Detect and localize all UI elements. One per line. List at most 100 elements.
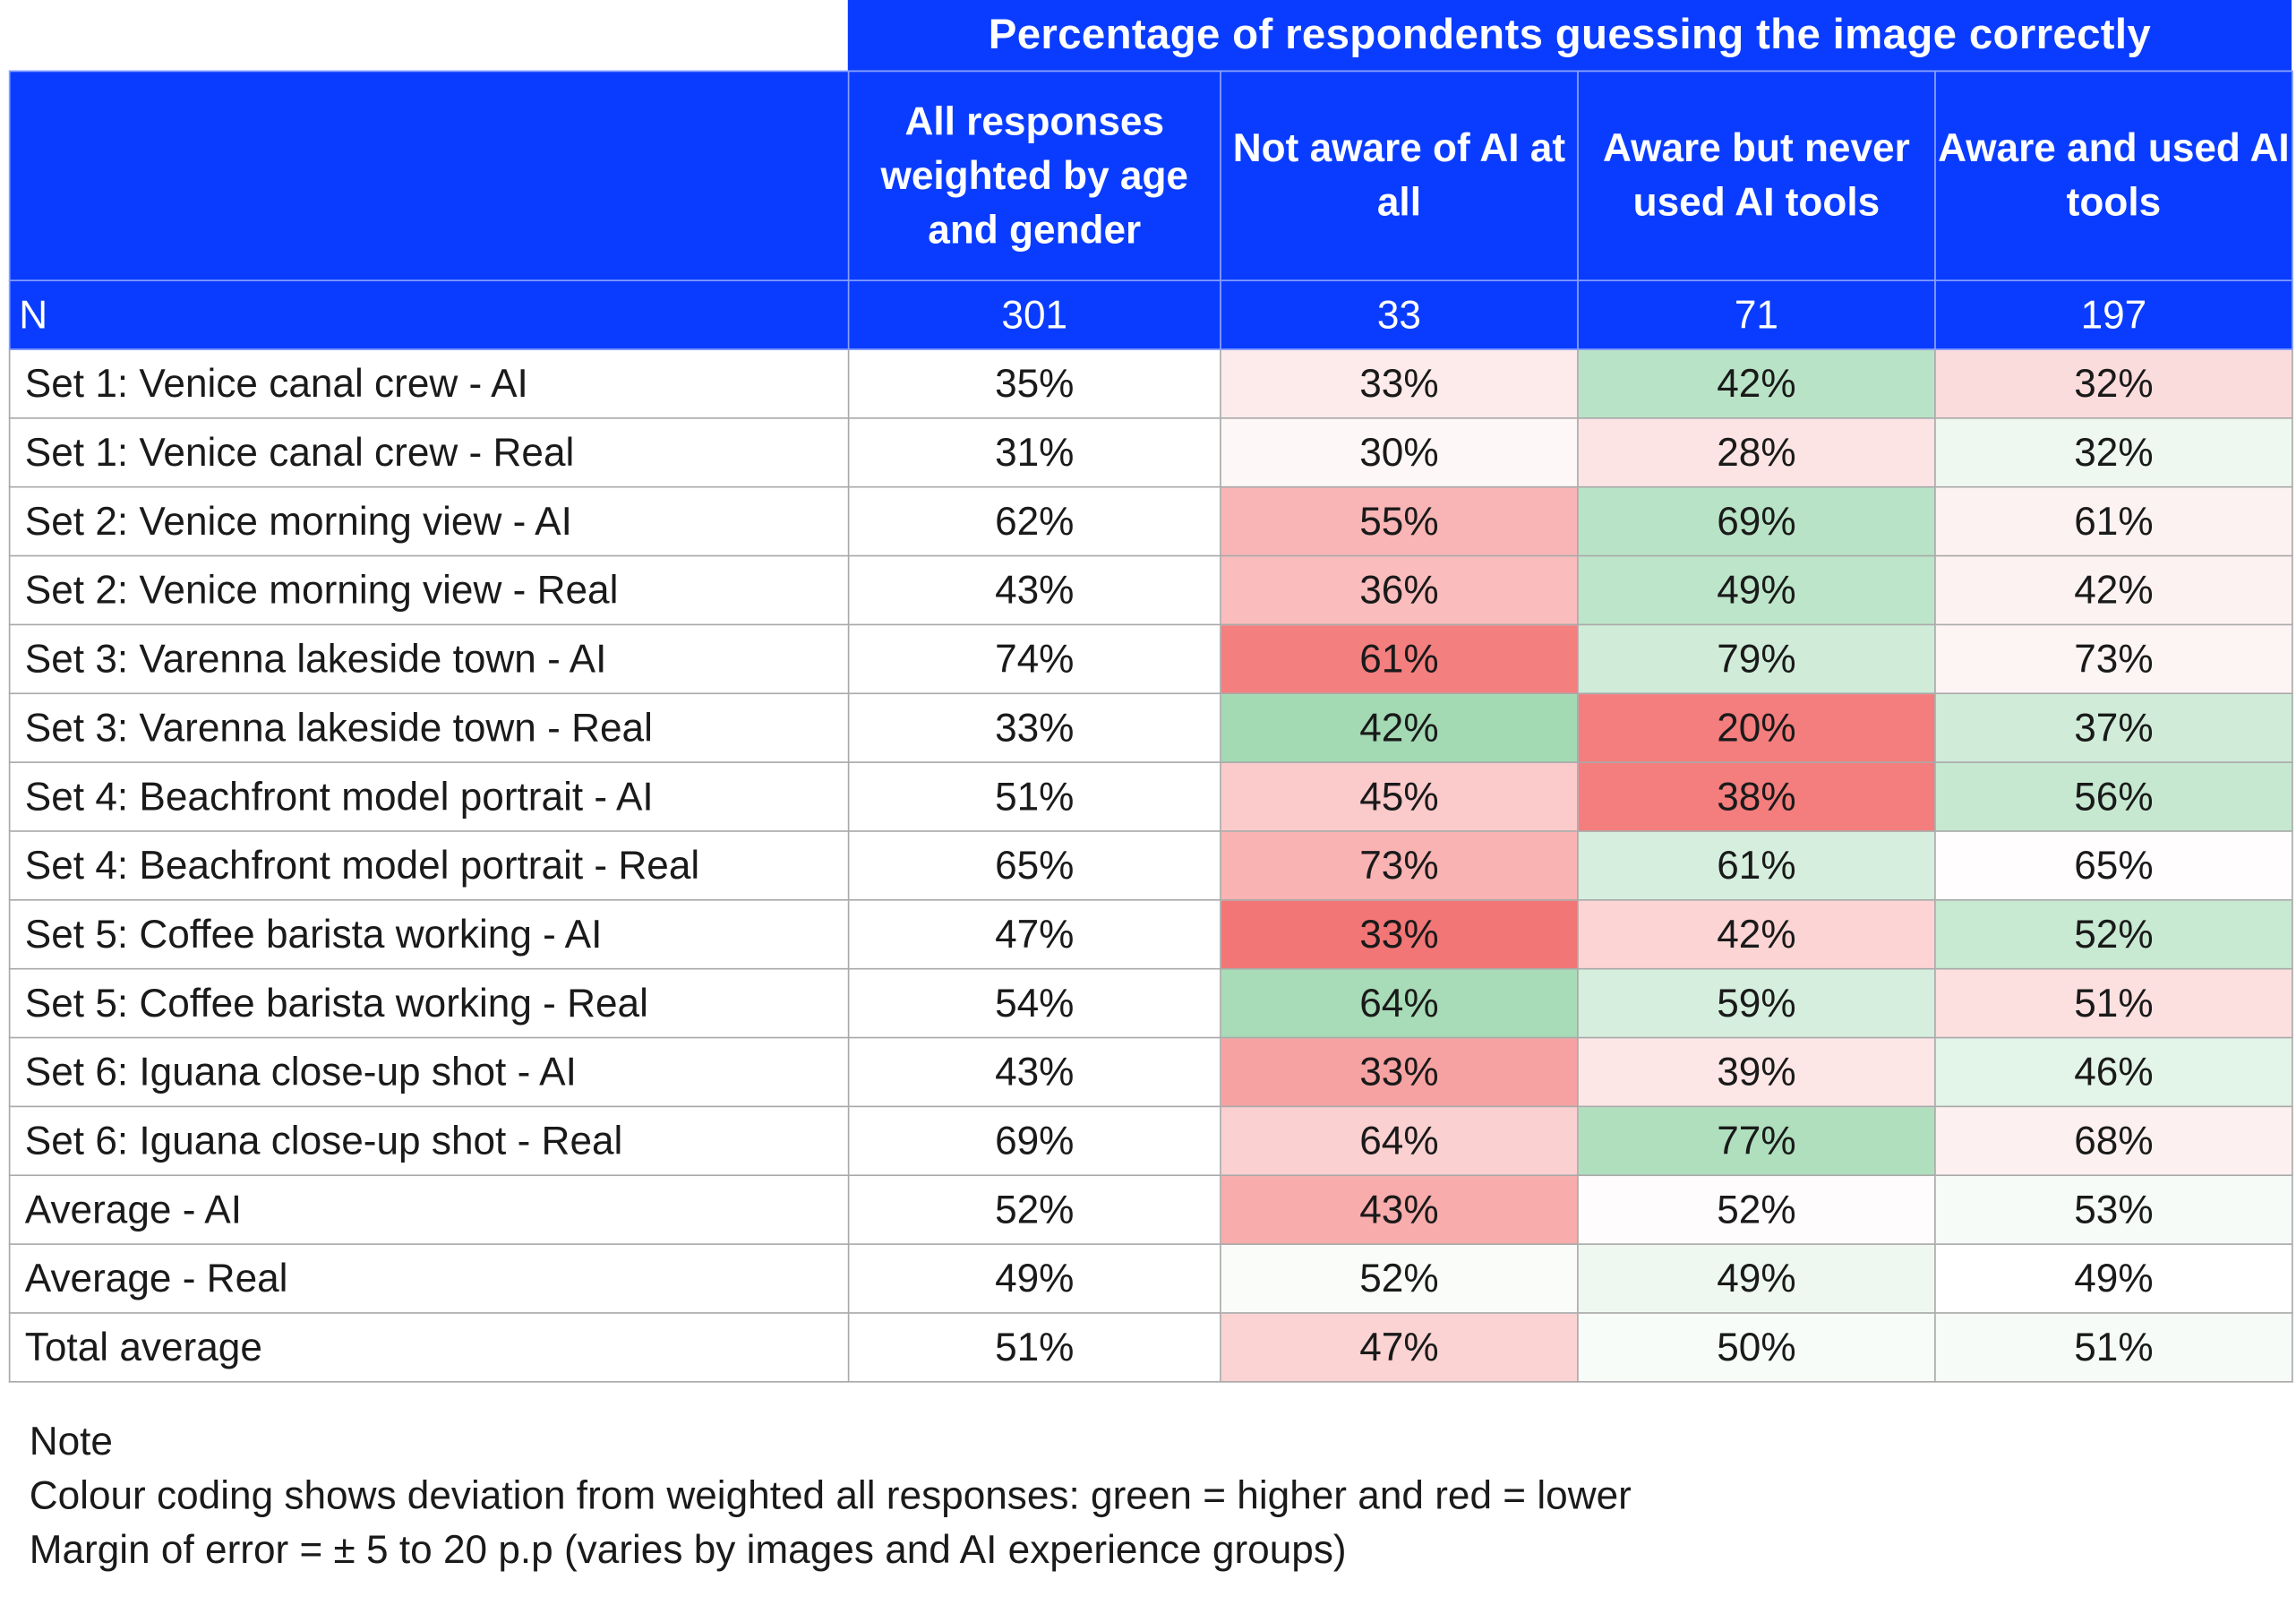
n-value: 71 — [1577, 279, 1936, 350]
value-cell: 52% — [1220, 1243, 1579, 1314]
value-cell: 31% — [847, 417, 1221, 488]
row-label: Set 6: Iguana close-up shot - AI — [8, 1036, 850, 1108]
value-cell: 47% — [847, 899, 1221, 970]
table-title: Percentage of respondents guessing the i… — [847, 0, 2292, 71]
value-cell: 49% — [1577, 554, 1936, 626]
note-margin-of-error: Margin of error = ± 5 to 20 p.p (varies … — [29, 1527, 1347, 1572]
row-label: Set 4: Beachfront model portrait - AI — [8, 761, 850, 832]
table-row: Set 1: Venice canal crew - AI 35% 33% 42% 32… — [8, 348, 2293, 419]
column-header: Not aware of AI at all — [1220, 70, 1579, 281]
value-cell: 38% — [1577, 761, 1936, 832]
value-cell: 52% — [1577, 1174, 1936, 1245]
value-cell: 42% — [1220, 692, 1579, 763]
note-heading: Note — [29, 1419, 113, 1463]
table-row: Set 1: Venice canal crew - Real 31% 30% 28%… — [8, 417, 2293, 488]
table-row: Set 5: Coffee barista working - Real 54% 6… — [8, 967, 2293, 1039]
value-cell: 69% — [1577, 485, 1936, 557]
value-cell: 49% — [1577, 1243, 1936, 1314]
value-cell: 32% — [1934, 348, 2293, 419]
value-cell: 51% — [1934, 967, 2293, 1039]
row-label: Average - AI — [8, 1174, 850, 1245]
value-cell: 64% — [1220, 1105, 1579, 1177]
value-cell: 51% — [847, 1312, 1221, 1383]
results-table: All responses weighted by age and gender… — [8, 70, 2293, 1383]
row-label: Set 3: Varenna lakeside town - Real — [8, 692, 850, 763]
value-cell: 49% — [847, 1243, 1221, 1314]
value-cell: 37% — [1934, 692, 2293, 763]
value-cell: 43% — [847, 554, 1221, 626]
value-cell: 62% — [847, 485, 1221, 557]
value-cell: 51% — [1934, 1312, 2293, 1383]
value-cell: 47% — [1220, 1312, 1579, 1383]
value-cell: 33% — [1220, 348, 1579, 419]
value-cell: 49% — [1934, 1243, 2293, 1314]
value-cell: 42% — [1577, 348, 1936, 419]
table-row: Average - Real 49% 52% 49% 49% — [8, 1243, 2293, 1314]
value-cell: 59% — [1577, 967, 1936, 1039]
table-row: Set 6: Iguana close-up shot - Real 69% 64%… — [8, 1105, 2293, 1177]
notes: Note Colour coding shows deviation from … — [30, 1415, 1632, 1578]
value-cell: 30% — [1220, 417, 1579, 488]
value-cell: 28% — [1577, 417, 1936, 488]
row-label: Set 1: Venice canal crew - AI — [8, 348, 850, 419]
value-cell: 45% — [1220, 761, 1579, 832]
value-cell: 73% — [1934, 623, 2293, 695]
row-label: Total average — [8, 1312, 850, 1383]
value-cell: 54% — [847, 967, 1221, 1039]
value-cell: 65% — [1934, 830, 2293, 901]
value-cell: 52% — [1934, 899, 2293, 970]
table-row: Set 4: Beachfront model portrait - Real 6… — [8, 830, 2293, 901]
table-row: Average - AI 52% 43% 52% 53% — [8, 1174, 2293, 1245]
value-cell: 74% — [847, 623, 1221, 695]
row-label: Average - Real — [8, 1243, 850, 1314]
table-row: Total average 51% 47% 50% 51% — [8, 1312, 2293, 1383]
value-cell: 61% — [1934, 485, 2293, 557]
row-label: Set 5: Coffee barista working - Real — [8, 967, 850, 1039]
n-value: 301 — [847, 279, 1221, 350]
value-cell: 69% — [847, 1105, 1221, 1177]
column-header: Aware and used AI tools — [1934, 70, 2293, 281]
value-cell: 64% — [1220, 967, 1579, 1039]
row-label: Set 3: Varenna lakeside town - AI — [8, 623, 850, 695]
row-label: Set 1: Venice canal crew - Real — [8, 417, 850, 488]
value-cell: 55% — [1220, 485, 1579, 557]
n-label: N — [8, 279, 850, 350]
value-cell: 53% — [1934, 1174, 2293, 1245]
value-cell: 52% — [847, 1174, 1221, 1245]
column-header: Aware but never used AI tools — [1577, 70, 1936, 281]
row-label: Set 2: Venice morning view - AI — [8, 485, 850, 557]
column-header: All responses weighted by age and gender — [847, 70, 1221, 281]
value-cell: 77% — [1577, 1105, 1936, 1177]
table-row: Set 2: Venice morning view - AI 62% 55% 69%… — [8, 485, 2293, 557]
value-cell: 36% — [1220, 554, 1579, 626]
value-cell: 33% — [1220, 1036, 1579, 1108]
row-label: Set 4: Beachfront model portrait - Real — [8, 830, 850, 901]
header-blank-cell — [8, 70, 850, 281]
value-cell: 20% — [1577, 692, 1936, 763]
value-cell: 42% — [1577, 899, 1936, 970]
value-cell: 39% — [1577, 1036, 1936, 1108]
note-colour-coding: Colour coding shows deviation from weigh… — [29, 1473, 1632, 1518]
value-cell: 79% — [1577, 623, 1936, 695]
table-body: Set 1: Venice canal crew - AI 35% 33% 42% 32… — [8, 348, 2293, 1383]
value-cell: 73% — [1220, 830, 1579, 901]
table-row: Set 2: Venice morning view - Real 43% 36% 4… — [8, 554, 2293, 626]
table-row: Set 5: Coffee barista working - AI 47% 33%… — [8, 899, 2293, 970]
n-value: 33 — [1220, 279, 1579, 350]
value-cell: 33% — [1220, 899, 1579, 970]
table-row: Set 3: Varenna lakeside town - Real 33% 42… — [8, 692, 2293, 763]
value-cell: 42% — [1934, 554, 2293, 626]
value-cell: 61% — [1577, 830, 1936, 901]
value-cell: 43% — [847, 1036, 1221, 1108]
table-row: Set 4: Beachfront model portrait - AI 51%… — [8, 761, 2293, 832]
value-cell: 46% — [1934, 1036, 2293, 1108]
value-cell: 61% — [1220, 623, 1579, 695]
value-cell: 32% — [1934, 417, 2293, 488]
value-cell: 50% — [1577, 1312, 1936, 1383]
row-label: Set 2: Venice morning view - Real — [8, 554, 850, 626]
value-cell: 33% — [847, 692, 1221, 763]
table-row: Set 6: Iguana close-up shot - AI 43% 33% 39… — [8, 1036, 2293, 1108]
value-cell: 35% — [847, 348, 1221, 419]
n-value: 197 — [1934, 279, 2293, 350]
